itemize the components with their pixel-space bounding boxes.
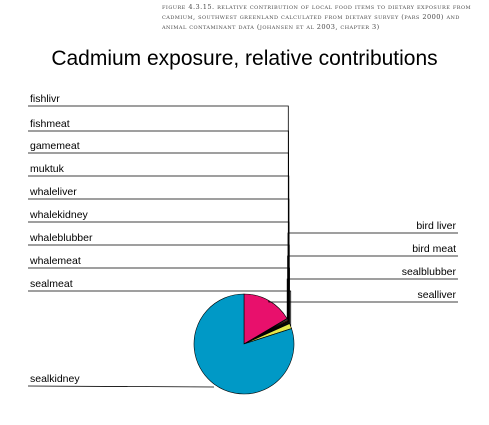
- slice-label-whaleliver: whaleliver: [29, 186, 77, 198]
- slice-label-bird-meat: bird meat: [412, 243, 456, 255]
- caption-line-1: Figure 4.3.15. Relative contribution of …: [162, 3, 472, 11]
- slice-label-gamemeat: gamemeat: [30, 140, 80, 152]
- slice-label-sealliver: sealliver: [417, 289, 456, 301]
- slice-label-fishmeat: fishmeat: [30, 118, 70, 130]
- slice-label-bird-liver: bird liver: [416, 220, 456, 232]
- slice-label-whalemeat: whalemeat: [29, 255, 81, 267]
- leader-line-sealkidney: [27, 385, 215, 388]
- slice-label-sealkidney: sealkidney: [30, 373, 80, 385]
- pie-slice-sealkidney: [193, 293, 295, 395]
- caption-line-3: animal contaminant data (Johansen et al …: [162, 23, 380, 31]
- chart-title: Cadmium exposure, relative contributions: [51, 47, 438, 70]
- leader-line-whalemeat: [28, 267, 290, 324]
- slice-label-sealblubber: sealblubber: [402, 266, 457, 278]
- slice-label-whaleblubber: whaleblubber: [29, 232, 93, 244]
- leader-line-fishmeat: [28, 130, 289, 322]
- slice-label-whalekidney: whalekidney: [29, 209, 89, 221]
- slice-label-fishlivr: fishlivr: [30, 93, 60, 105]
- caption-line-2: cadmium, Southwest Greenland calculated …: [162, 13, 460, 21]
- slice-label-sealmeat: sealmeat: [30, 278, 73, 290]
- figure-caption: Figure 4.3.15. Relative contribution of …: [162, 2, 482, 32]
- leader-line-sealmeat: [28, 290, 292, 326]
- leader-line-sealliver: [268, 300, 458, 303]
- slice-label-muktuk: muktuk: [30, 163, 65, 175]
